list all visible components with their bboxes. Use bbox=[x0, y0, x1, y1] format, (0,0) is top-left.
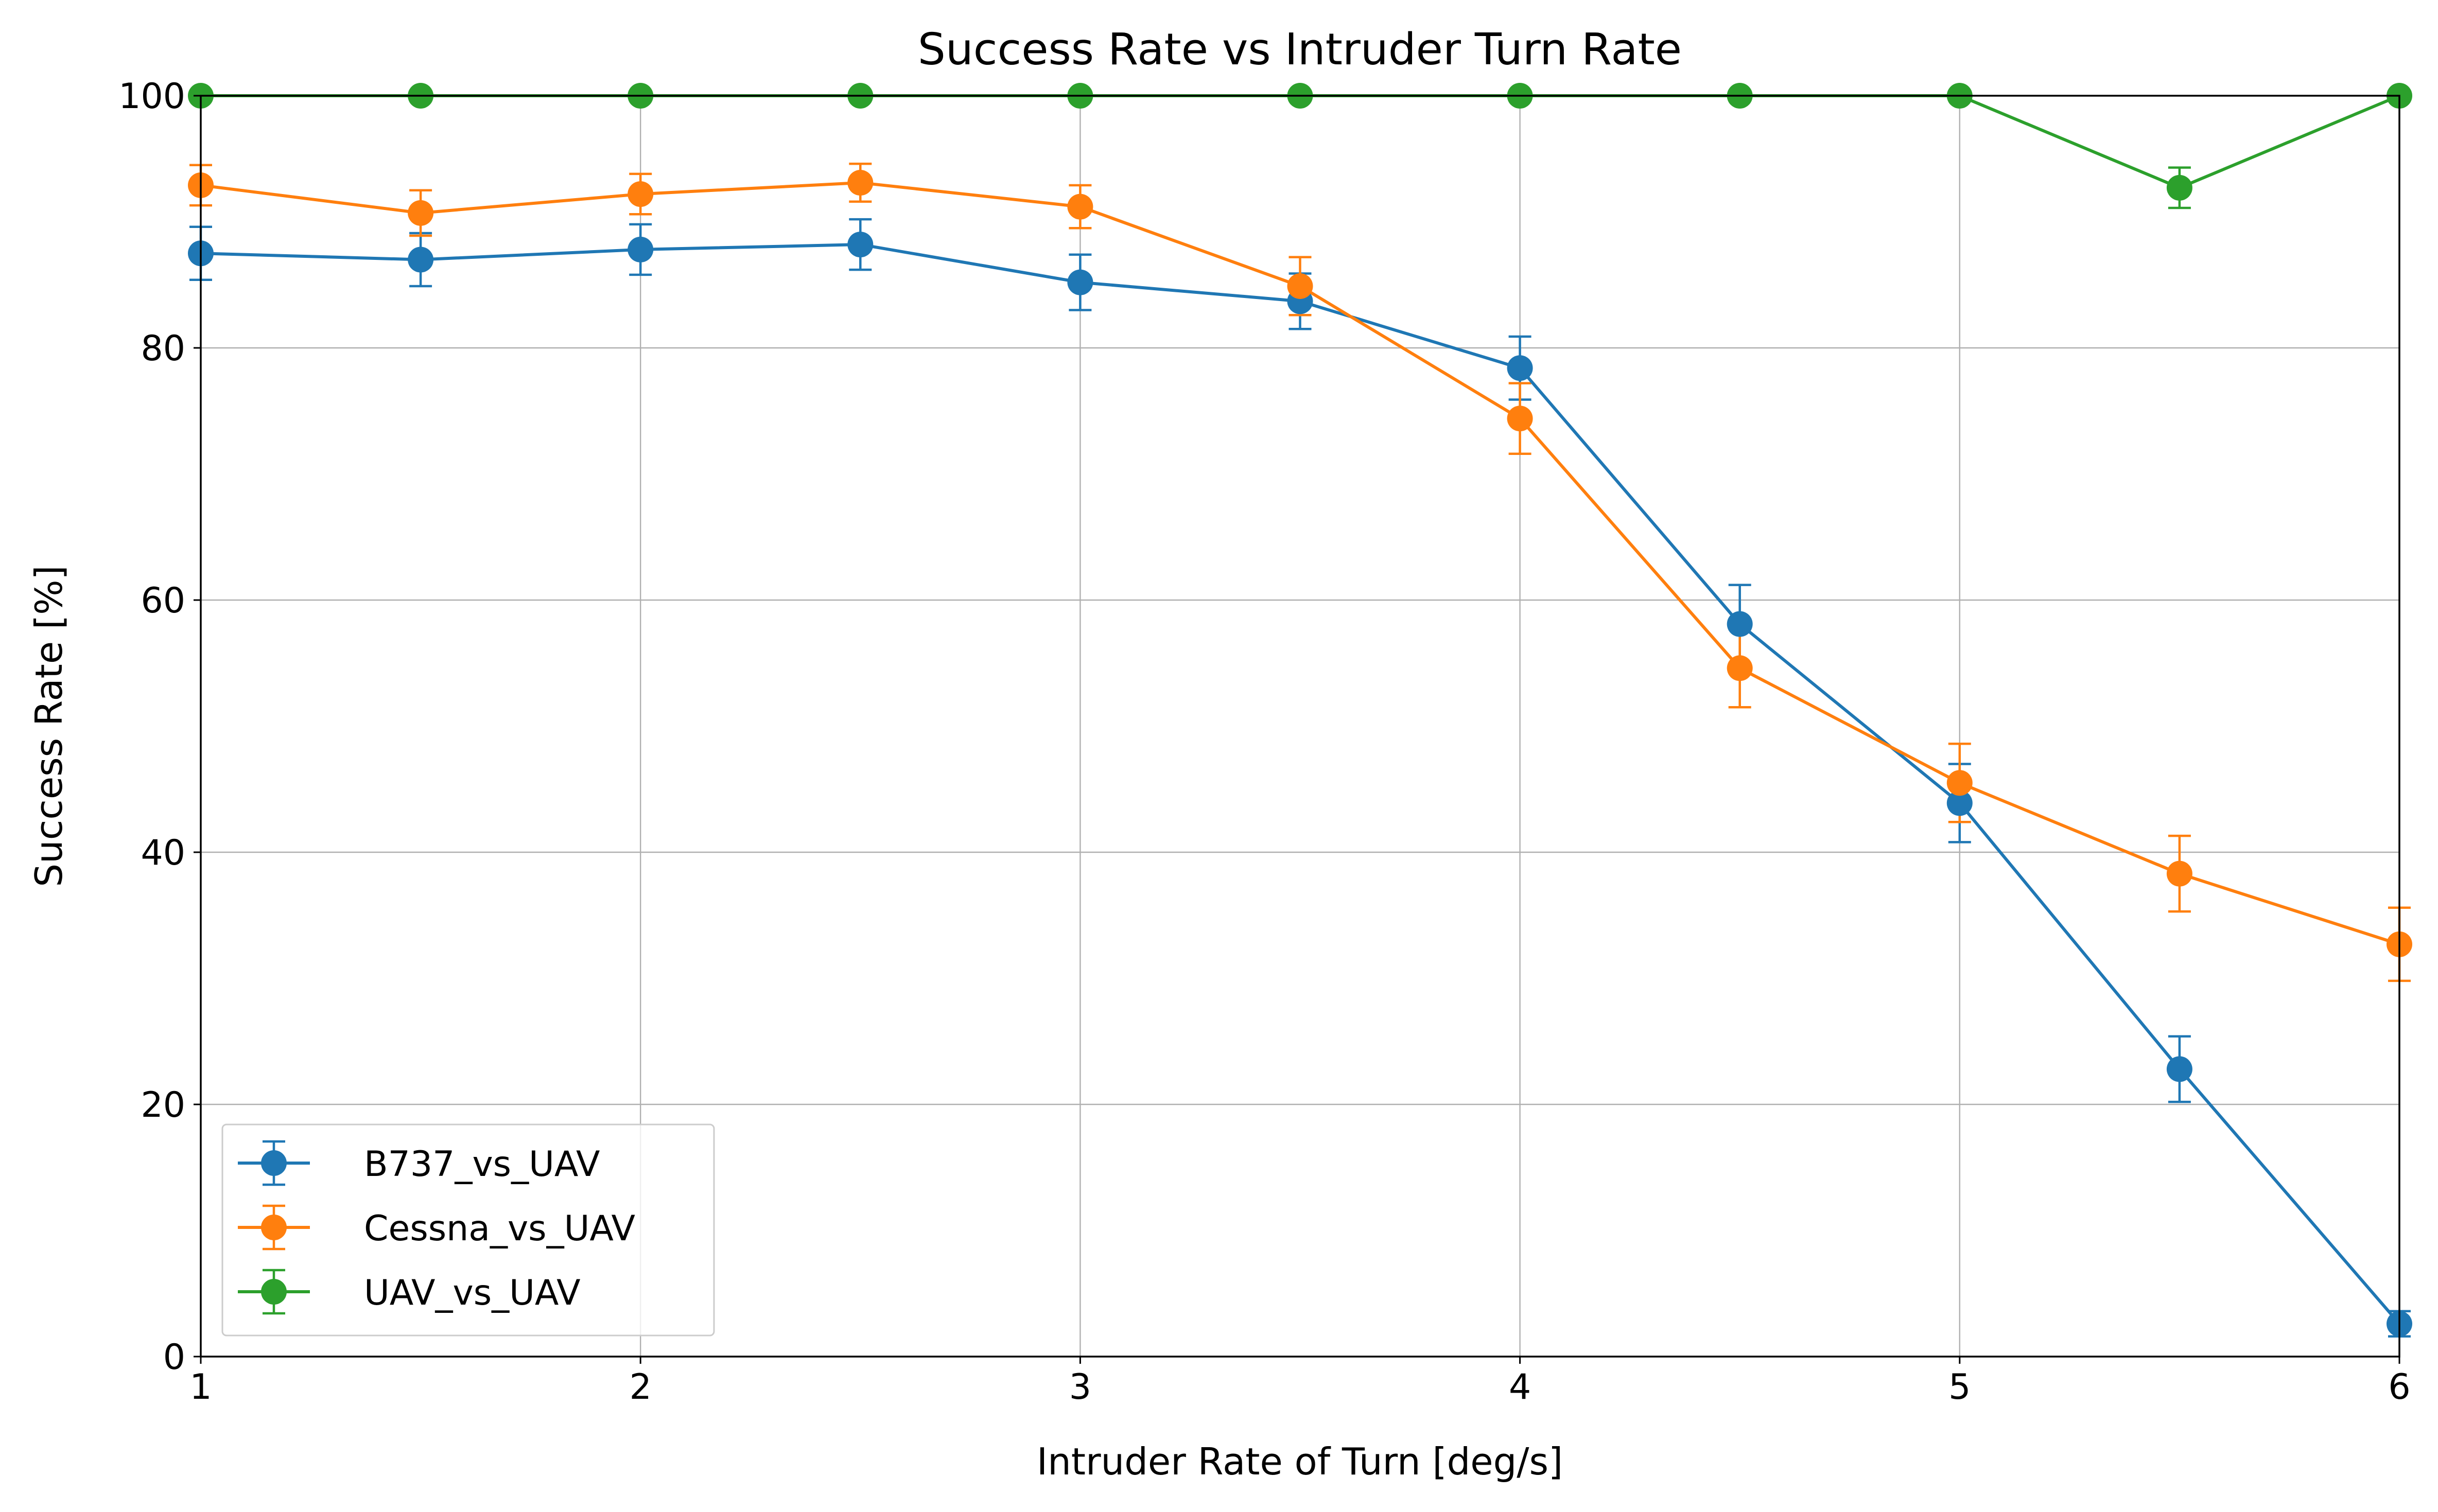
x-axis-label: Intruder Rate of Turn [deg/s] bbox=[1037, 1440, 1563, 1483]
data-point bbox=[408, 247, 434, 273]
x-tick-label: 1 bbox=[189, 1367, 212, 1408]
chart-title: Success Rate vs Intruder Turn Rate bbox=[918, 24, 1682, 75]
y-tick-label: 40 bbox=[141, 833, 185, 873]
data-point bbox=[2166, 174, 2192, 201]
y-axis-label: Success Rate [%] bbox=[27, 565, 71, 887]
data-point bbox=[1946, 770, 1973, 796]
x-tick-label: 6 bbox=[2388, 1367, 2410, 1408]
legend-box bbox=[221, 1123, 715, 1337]
x-tick-label: 4 bbox=[1509, 1367, 1531, 1408]
data-point bbox=[1727, 655, 1753, 681]
legend-label: B737_vs_UAV bbox=[364, 1144, 600, 1185]
data-point bbox=[1067, 269, 1093, 295]
y-tick-label: 20 bbox=[141, 1085, 185, 1126]
data-point bbox=[2166, 860, 2192, 887]
data-point bbox=[628, 181, 654, 207]
data-point bbox=[628, 236, 654, 262]
data-point bbox=[1946, 790, 1973, 816]
legend-label: Cessna_vs_UAV bbox=[364, 1208, 635, 1249]
data-point bbox=[408, 200, 434, 226]
data-point bbox=[1287, 273, 1313, 299]
plot-frame bbox=[200, 95, 2400, 1358]
x-tick-label: 2 bbox=[630, 1367, 652, 1408]
data-point bbox=[847, 232, 874, 258]
y-tick-label: 60 bbox=[141, 581, 185, 621]
data-point bbox=[1507, 406, 1533, 432]
data-points bbox=[188, 83, 2412, 1337]
data-point bbox=[847, 170, 874, 196]
y-tick-label: 0 bbox=[163, 1337, 185, 1378]
x-tick-label: 3 bbox=[1069, 1367, 1091, 1408]
x-tick-label: 5 bbox=[1948, 1367, 1971, 1408]
data-point bbox=[1067, 194, 1093, 220]
y-tick-label: 80 bbox=[141, 328, 185, 369]
data-point bbox=[2166, 1056, 2192, 1082]
legend-label: UAV_vs_UAV bbox=[364, 1273, 581, 1313]
data-point bbox=[1507, 355, 1533, 381]
data-point bbox=[1727, 611, 1753, 637]
legend-marker bbox=[261, 1150, 287, 1176]
y-tick-label: 100 bbox=[118, 76, 185, 117]
legend: B737_vs_UAV Cessna_vs_UAV UAV_vs_UAV bbox=[221, 1123, 715, 1337]
legend-marker bbox=[261, 1279, 287, 1305]
legend-marker bbox=[261, 1215, 287, 1240]
